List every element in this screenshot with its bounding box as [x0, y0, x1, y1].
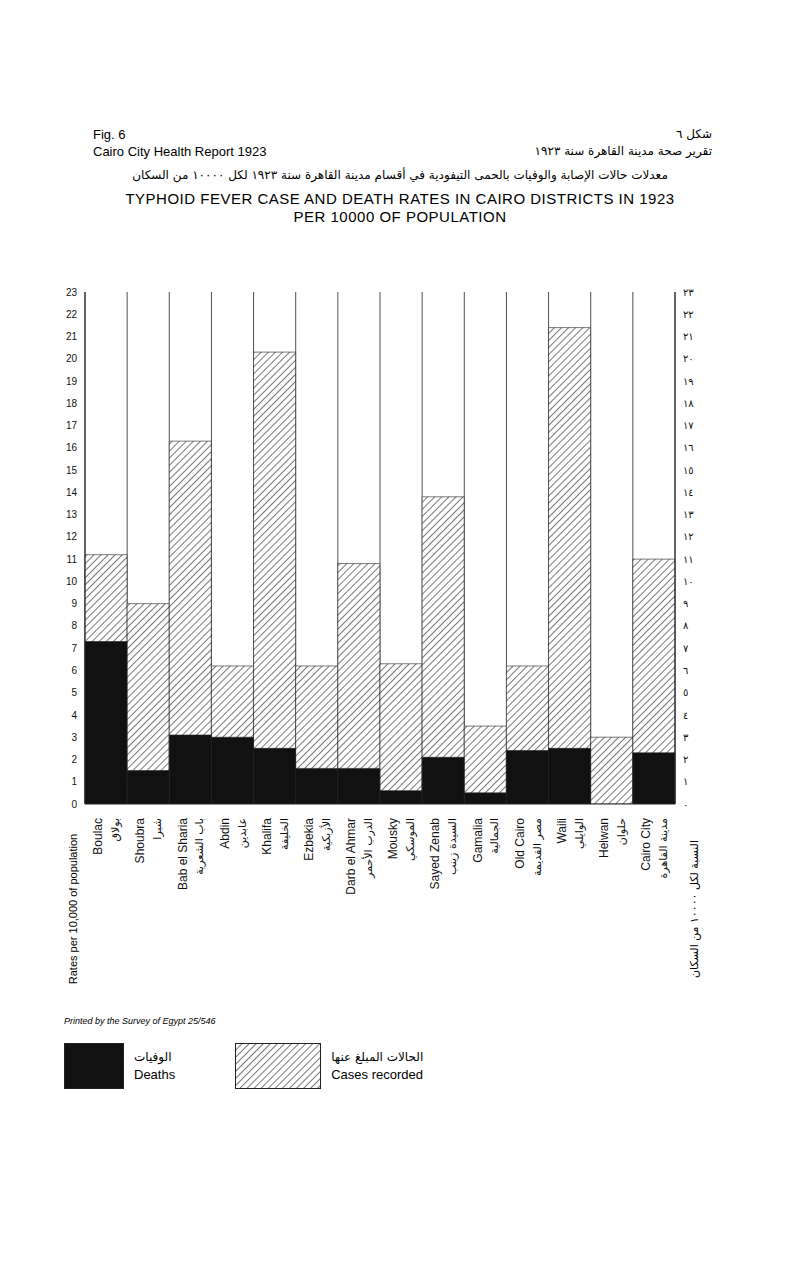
- svg-text:٢٢: ٢٢: [683, 309, 694, 320]
- svg-text:Boulac: Boulac: [91, 818, 105, 855]
- svg-text:١٢: ١٢: [683, 531, 694, 542]
- svg-text:الجمالية: الجمالية: [488, 818, 501, 854]
- svg-text:السيدة زينب: السيدة زينب: [446, 818, 459, 875]
- svg-text:Helwan: Helwan: [597, 818, 611, 858]
- svg-text:٢٠: ٢٠: [683, 353, 694, 364]
- svg-text:3: 3: [71, 732, 77, 743]
- html-text:Fig. 6: Fig. 6: [93, 127, 126, 142]
- svg-text:12: 12: [66, 531, 78, 542]
- svg-text:21: 21: [66, 331, 78, 342]
- svg-text:19: 19: [66, 376, 78, 387]
- svg-text:١٥: ١٥: [683, 465, 694, 476]
- svg-text:Waili: Waili: [555, 818, 569, 844]
- svg-text:مدينة القاهرة: مدينة القاهرة: [657, 818, 670, 879]
- svg-text:11: 11: [67, 554, 78, 565]
- svg-text:١٤: ١٤: [683, 487, 694, 498]
- svg-text:٨: ٨: [683, 620, 689, 631]
- svg-text:مصر القديمة: مصر القديمة: [531, 818, 544, 876]
- html-text:Rates per 10,000 of population: Rates per 10,000 of population: [66, 833, 79, 985]
- svg-text:Shoubra: Shoubra: [133, 818, 147, 864]
- svg-text:١٠: ١٠: [683, 576, 694, 587]
- svg-text:الدرب الأحمر: الدرب الأحمر: [361, 818, 375, 879]
- svg-text:٠: ٠: [683, 799, 688, 810]
- html-text:Deaths: Deaths: [134, 1067, 176, 1082]
- html-text:Cairo City Health Report 1923: Cairo City Health Report 1923: [93, 144, 267, 159]
- html-text:تقرير صحة مدينة القاهرة سنة ١٩: تقرير صحة مدينة القاهرة سنة ١٩٢٣: [534, 144, 712, 158]
- html-text:TYPHOID FEVER CASE AND DEATH R: TYPHOID FEVER CASE AND DEATH RATES IN CA…: [125, 190, 675, 207]
- html-text:الحالات المبلغ عنها: الحالات المبلغ عنها: [331, 1050, 424, 1064]
- svg-text:16: 16: [66, 442, 78, 453]
- svg-text:14: 14: [66, 487, 78, 498]
- svg-text:2: 2: [71, 754, 77, 765]
- svg-text:23: 23: [66, 287, 78, 298]
- svg-text:بولاق: بولاق: [109, 818, 122, 842]
- svg-text:٣: ٣: [683, 732, 689, 743]
- svg-text:13: 13: [66, 509, 78, 520]
- svg-text:22: 22: [66, 309, 78, 320]
- svg-text:9: 9: [71, 598, 77, 609]
- svg-text:Ezbekia: Ezbekia: [302, 818, 316, 861]
- svg-text:١٧: ١٧: [683, 420, 694, 431]
- svg-text:عابدين: عابدين: [236, 818, 249, 848]
- svg-text:٦: ٦: [683, 665, 688, 676]
- svg-text:17: 17: [66, 420, 78, 431]
- svg-text:Abdin: Abdin: [218, 818, 232, 849]
- svg-text:Bab el Sharia: Bab el Sharia: [176, 818, 190, 890]
- svg-text:8: 8: [71, 620, 77, 631]
- svg-text:١: ١: [683, 776, 688, 787]
- svg-text:10: 10: [66, 576, 78, 587]
- svg-text:٢١: ٢١: [683, 331, 694, 342]
- svg-text:15: 15: [66, 465, 78, 476]
- svg-text:١٩: ١٩: [683, 376, 694, 387]
- html-text:Cases recorded: Cases recorded: [331, 1067, 423, 1082]
- html-text:معدلات حالات الإصابة والوفيات: معدلات حالات الإصابة والوفيات بالحمى الت…: [132, 168, 668, 182]
- svg-text:18: 18: [66, 398, 78, 409]
- svg-text:Cairo City: Cairo City: [639, 818, 653, 871]
- svg-text:1: 1: [71, 776, 77, 787]
- svg-text:4: 4: [71, 710, 77, 721]
- svg-text:الموسكي: الموسكي: [404, 818, 417, 861]
- svg-text:Darb el Ahmar: Darb el Ahmar: [344, 818, 358, 895]
- svg-text:7: 7: [71, 643, 77, 654]
- svg-text:حلوان: حلوان: [615, 818, 628, 845]
- svg-text:١٦: ١٦: [683, 442, 694, 453]
- svg-text:Gamalia: Gamalia: [471, 818, 485, 863]
- svg-text:Old Cairo: Old Cairo: [513, 818, 527, 869]
- svg-text:٢: ٢: [683, 754, 688, 765]
- html-text:النسبة لكل ١٠٠٠٠ من السكان: النسبة لكل ١٠٠٠٠ من السكان: [688, 840, 701, 978]
- html-text:شكل ٦: شكل ٦: [676, 127, 712, 141]
- svg-text:Sayed Zenab: Sayed Zenab: [428, 818, 442, 890]
- html-text:Printed by the Survey of Egypt: Printed by the Survey of Egypt 25/546: [64, 1016, 216, 1026]
- html-text:PER 10000 OF POPULATION: PER 10000 OF POPULATION: [293, 208, 507, 225]
- svg-text:٧: ٧: [683, 643, 689, 654]
- svg-text:باب الشعرية: باب الشعرية: [193, 818, 206, 875]
- svg-text:٩: ٩: [683, 598, 688, 609]
- svg-text:٥: ٥: [683, 687, 688, 698]
- html-text:الوفيات: الوفيات: [134, 1050, 172, 1064]
- svg-text:١١: ١١: [683, 554, 694, 565]
- svg-text:5: 5: [71, 687, 77, 698]
- svg-text:0: 0: [71, 799, 77, 810]
- svg-text:الخليفة: الخليفة: [278, 818, 291, 850]
- svg-text:٢٣: ٢٣: [683, 287, 694, 298]
- svg-text:Khalifa: Khalifa: [260, 818, 274, 855]
- svg-text:6: 6: [71, 665, 77, 676]
- svg-text:شبرا: شبرا: [151, 818, 164, 840]
- svg-text:الأزبكية: الأزبكية: [319, 818, 333, 851]
- svg-text:١٨: ١٨: [683, 398, 694, 409]
- svg-text:20: 20: [66, 353, 78, 364]
- svg-text:Mousky: Mousky: [386, 818, 400, 859]
- svg-text:١٣: ١٣: [683, 509, 694, 520]
- svg-text:٤: ٤: [683, 710, 688, 721]
- svg-text:الوايلي: الوايلي: [573, 818, 586, 849]
